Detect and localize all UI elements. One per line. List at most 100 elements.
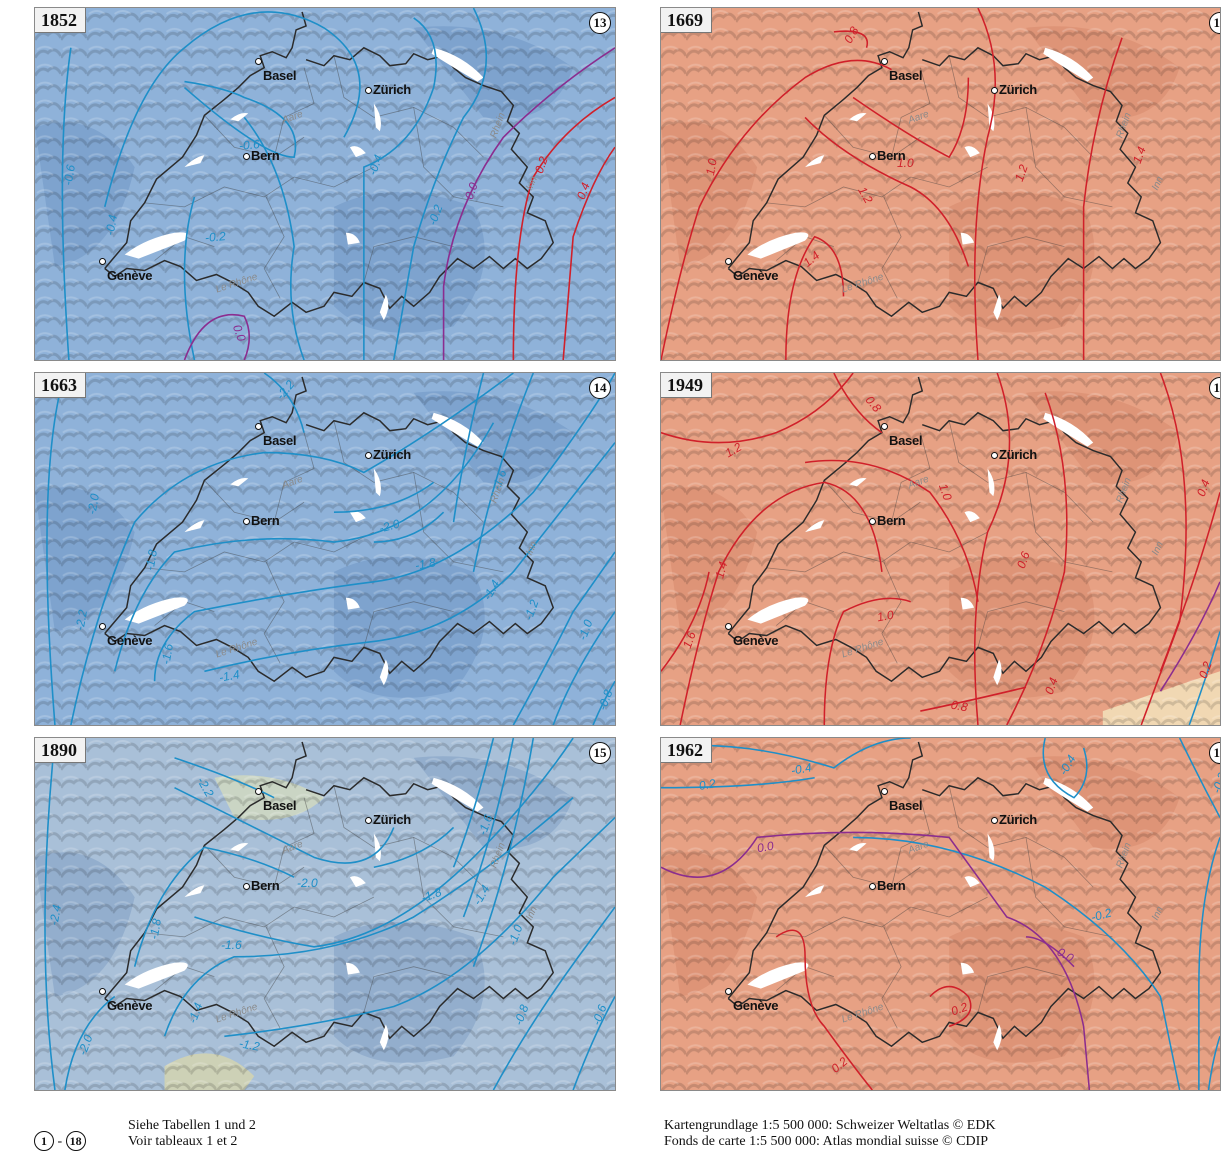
range-start-badge: 1 (34, 1131, 54, 1151)
isoline (804, 116, 970, 267)
temperature-map-1669: 0.8 1.0 1.0 1.2 1.2 1.4 1.4 Aare Rhein Inn Le Rhôn… (660, 7, 1221, 361)
national-border (104, 741, 555, 1048)
temperature-map-1663: -2.2 -2.2 -2.0 -2.0 -1.8 -1.8 -1.6 -1.6 -1.4 -1.4… (34, 372, 616, 726)
map-credits: Kartengrundlage 1:5 500 000: Schweizer W… (664, 1118, 996, 1150)
city-marker-icon (255, 788, 262, 795)
lake (993, 1024, 1002, 1051)
city-label-bern: Bern (869, 878, 906, 893)
isoline (373, 826, 455, 869)
canton-boundary (204, 845, 305, 888)
isoline (452, 373, 485, 523)
city-label-bern: Bern (243, 878, 280, 893)
canton-boundary (263, 196, 285, 299)
isoline (392, 8, 488, 360)
city-marker-icon (991, 452, 998, 460)
lake (1043, 47, 1094, 82)
canton-boundary (273, 797, 315, 888)
lake (849, 113, 867, 122)
city-label-geneve: Genève (725, 258, 778, 283)
map-year-label: 1663 (35, 373, 86, 398)
city-marker-icon (99, 988, 106, 995)
relief-shading (35, 373, 615, 725)
isoline (1082, 37, 1123, 360)
isoline (472, 738, 535, 967)
isoline (852, 77, 970, 159)
isoline (1178, 738, 1220, 818)
isoline (70, 373, 514, 725)
canton-boundary (977, 966, 1065, 1013)
canton-boundary (413, 107, 504, 208)
canton-boundary (204, 115, 305, 158)
lake (373, 833, 381, 862)
temperature-map-1890: -2.2 -2.4 -2.0 -1.8 -1.8 -1.6 -1.6 -1.4 -1.4 -2.0… (34, 737, 616, 1091)
lake (124, 232, 188, 259)
lake (124, 597, 188, 624)
city-marker-icon (725, 258, 732, 265)
city-marker-icon (243, 153, 250, 161)
canton-boundary (263, 561, 285, 664)
map-year-label: 1949 (661, 373, 712, 398)
lake (373, 468, 381, 497)
isoline-label: 0.8 (949, 697, 969, 715)
city-label-zurich: Zürich (365, 447, 411, 462)
lake (349, 876, 366, 888)
lake (379, 1024, 389, 1051)
isoline (442, 47, 615, 360)
canton-boundary (948, 785, 1094, 888)
lake (349, 511, 366, 523)
map-year-label: 1852 (35, 8, 86, 33)
isoline (1140, 373, 1187, 725)
canton-boundary (1025, 837, 1113, 938)
city-marker-icon (365, 452, 372, 460)
isoline (1159, 581, 1220, 692)
canton-boundary (766, 896, 988, 938)
isoline (1198, 837, 1220, 1090)
lake (993, 659, 1002, 686)
canton-boundary (333, 420, 484, 523)
city-label-basel: Basel (255, 58, 297, 83)
lake (805, 155, 825, 168)
isoline (679, 481, 883, 725)
lake (960, 232, 975, 245)
reference-french: Voir tableaux 1 et 2 (128, 1134, 238, 1149)
lake (230, 843, 249, 852)
map-svg (661, 373, 1220, 725)
isoline (472, 373, 535, 573)
canton-boundary (766, 531, 988, 573)
lake (849, 478, 867, 487)
lake (379, 294, 389, 321)
lake (960, 962, 975, 975)
canton-boundary (413, 472, 504, 573)
range-separator: - (57, 1134, 63, 1149)
canton-boundary (977, 236, 1065, 283)
isoline (333, 481, 435, 514)
canton-boundary (977, 601, 1065, 648)
lake (747, 597, 809, 624)
temperature-map-1962: -0.4-0.4-0.2-0.2-0.20.00.00.20.2-0.2-0.0… (660, 737, 1221, 1091)
isoline (64, 995, 116, 1090)
lake (184, 520, 205, 533)
isoline (853, 836, 1181, 1090)
lake (230, 478, 249, 487)
isoline (46, 373, 66, 725)
isoline (183, 80, 297, 158)
canton-boundary (766, 166, 988, 208)
national-border (727, 11, 1162, 318)
national-border (727, 741, 1162, 1048)
canton-boundary (881, 561, 902, 664)
lake (373, 103, 381, 132)
isoline-label: 0.0 (755, 838, 775, 856)
isoline (224, 816, 615, 1038)
lake (379, 659, 389, 686)
canton-boundary (891, 67, 931, 158)
lake (124, 962, 188, 989)
canton-boundary (363, 601, 454, 648)
lake (964, 876, 980, 888)
map-year-label: 1669 (661, 8, 712, 33)
isoline (183, 116, 305, 360)
isoline (920, 686, 1027, 712)
map-number-badge: 15 (589, 742, 611, 764)
isoline (1188, 631, 1220, 725)
isoline (204, 442, 615, 673)
isoline (804, 459, 979, 602)
